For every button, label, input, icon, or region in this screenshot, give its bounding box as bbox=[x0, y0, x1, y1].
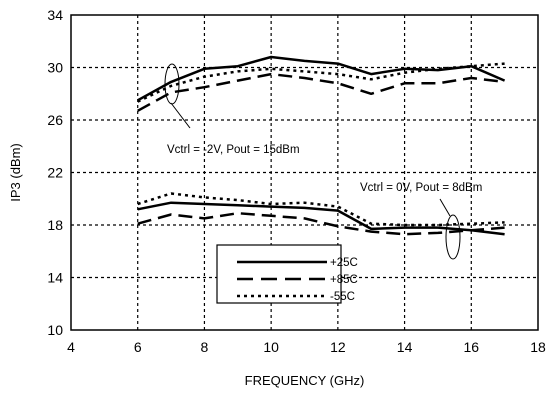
legend-label-85c: +85C bbox=[330, 274, 358, 286]
x-axis-label: FREQUENCY (GHz) bbox=[245, 373, 365, 388]
annotation-text-low: Vctrl = 0V, Pout = 8dBm bbox=[360, 182, 482, 194]
y-tick-label: 22 bbox=[47, 165, 63, 181]
legend: +25C +85C -55C bbox=[217, 245, 358, 303]
x-tick-label: 10 bbox=[263, 339, 279, 355]
x-tick-label: 8 bbox=[201, 339, 209, 355]
annotation-ellipse-low bbox=[446, 215, 460, 259]
legend-label-55c: -55C bbox=[330, 291, 355, 303]
y-tick-label: 30 bbox=[47, 60, 63, 76]
annotation-group-high: Vctrl = -2V, Pout = 15dBm bbox=[165, 64, 300, 156]
x-tick-label: 12 bbox=[330, 339, 346, 355]
annotation-text-high: Vctrl = -2V, Pout = 15dBm bbox=[167, 144, 300, 156]
x-tick-label: 16 bbox=[463, 339, 479, 355]
x-tick-label: 4 bbox=[67, 339, 75, 355]
legend-box bbox=[217, 245, 341, 303]
y-tick-label: 18 bbox=[47, 217, 63, 233]
annotation-group-low: Vctrl = 0V, Pout = 8dBm bbox=[360, 182, 482, 259]
y-tick-label: 10 bbox=[47, 322, 63, 338]
series-line-dashed bbox=[138, 74, 505, 111]
legend-label-25c: +25C bbox=[330, 257, 358, 269]
annotation-leader-high bbox=[171, 103, 190, 128]
x-tick-label: 18 bbox=[530, 339, 546, 355]
x-tick-label: 6 bbox=[134, 339, 142, 355]
y-tick-label: 14 bbox=[47, 270, 63, 286]
series-line-solid bbox=[138, 57, 505, 100]
y-tick-label: 26 bbox=[47, 112, 63, 128]
x-tick-label: 14 bbox=[397, 339, 413, 355]
series-line-dashed bbox=[138, 213, 505, 234]
y-axis-label: IP3 (dBm) bbox=[8, 143, 23, 202]
y-tick-label: 34 bbox=[47, 7, 63, 23]
annotation-leader-low bbox=[440, 199, 450, 216]
